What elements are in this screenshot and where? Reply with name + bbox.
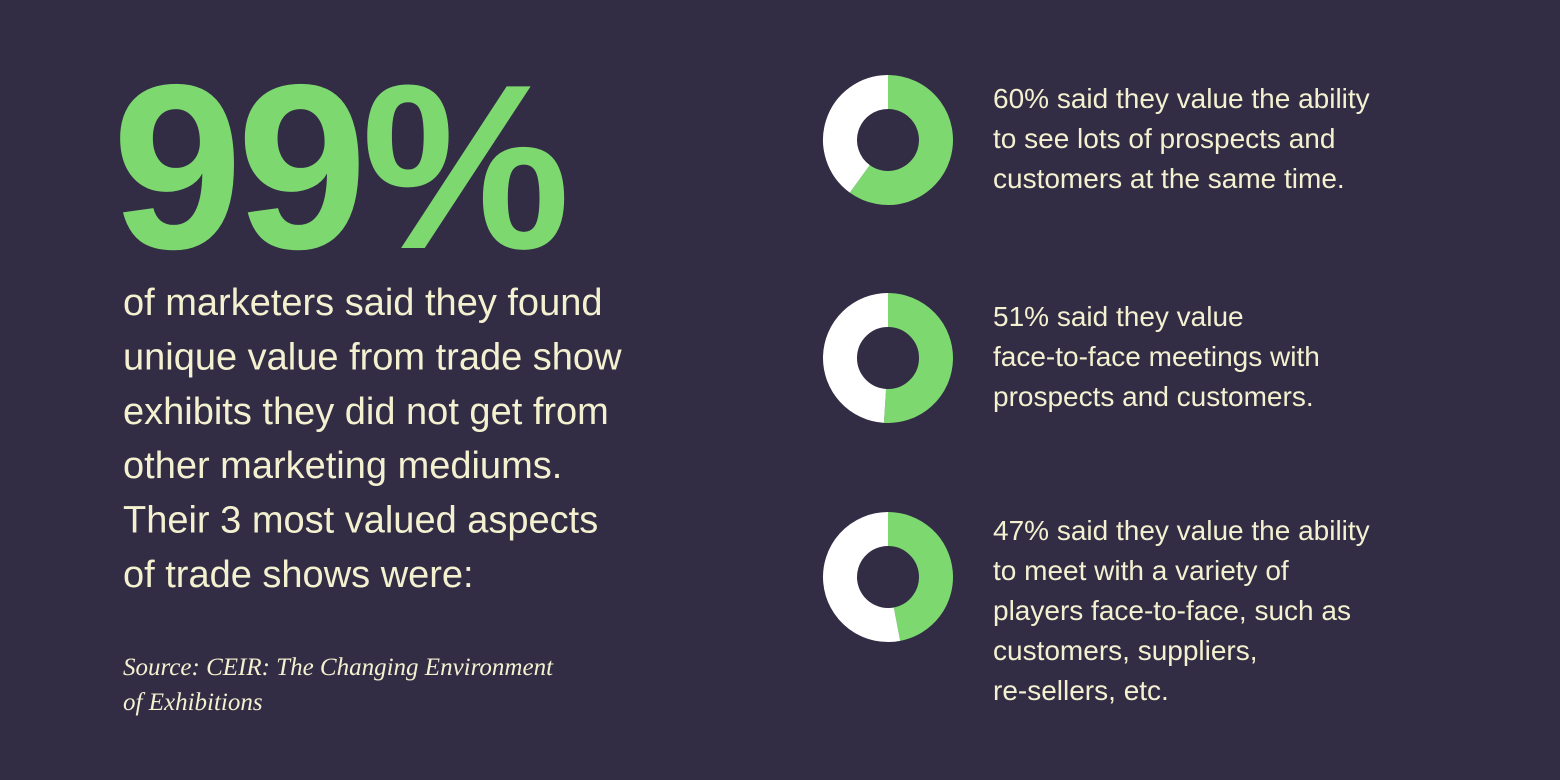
body-line: of marketers said they found <box>123 282 602 324</box>
donut-segment <box>849 75 953 205</box>
caption-line: players face-to-face, such as <box>993 595 1351 626</box>
caption-line: 51% said they value <box>993 301 1244 332</box>
body-line: unique value from trade show <box>123 336 622 378</box>
caption-line: customers at the same time. <box>993 163 1345 194</box>
body-line: exhibits they did not get from <box>123 391 609 433</box>
donut-segment <box>883 293 953 423</box>
source-line: Source: CEIR: The Changing Environment <box>123 654 554 681</box>
caption-line: re-sellers, etc. <box>993 675 1169 706</box>
caption-line: customers, suppliers, <box>993 635 1258 666</box>
donut-segment <box>823 512 901 642</box>
caption-line: prospects and customers. <box>993 381 1314 412</box>
body-line: of trade shows were: <box>123 554 474 596</box>
caption-line: to see lots of prospects and <box>993 123 1335 154</box>
caption-line: 60% said they value the ability <box>993 83 1370 114</box>
body-line: Their 3 most valued aspects <box>123 500 598 542</box>
donut-segment <box>887 512 953 641</box>
caption-line: to meet with a variety of <box>993 555 1289 586</box>
caption-line: face-to-face meetings with <box>993 341 1320 372</box>
body-line: other marketing mediums. <box>123 445 562 487</box>
donut-segment <box>823 75 889 193</box>
donut-segment <box>823 293 889 423</box>
source-line: of Exhibitions <box>123 689 263 716</box>
caption-line: 47% said they value the ability <box>993 515 1370 546</box>
headline: 99% <box>112 35 564 298</box>
